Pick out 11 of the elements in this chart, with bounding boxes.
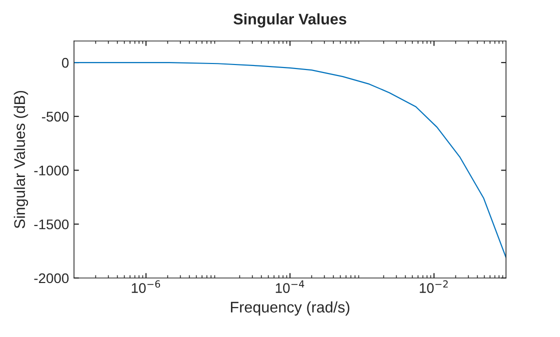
y-tick-label: 0 xyxy=(62,58,69,68)
chart-title: Singular Values xyxy=(234,13,346,28)
x-axis-title: Frequency (rad/s) xyxy=(230,301,350,316)
x-tick-label: 10$^{−6}$ xyxy=(132,280,160,293)
y-tick-label: -500 xyxy=(42,112,69,122)
x-tick-label: 10$^{−2}$ xyxy=(420,280,448,293)
y-axis-title: Singular Values (dB) xyxy=(14,90,28,228)
y-tick-label: -1500 xyxy=(34,219,69,230)
x-tick-label: 10$^{−4}$ xyxy=(276,280,304,293)
y-tick-label: -2000 xyxy=(34,273,69,284)
y-tick-label: -1000 xyxy=(34,166,69,176)
